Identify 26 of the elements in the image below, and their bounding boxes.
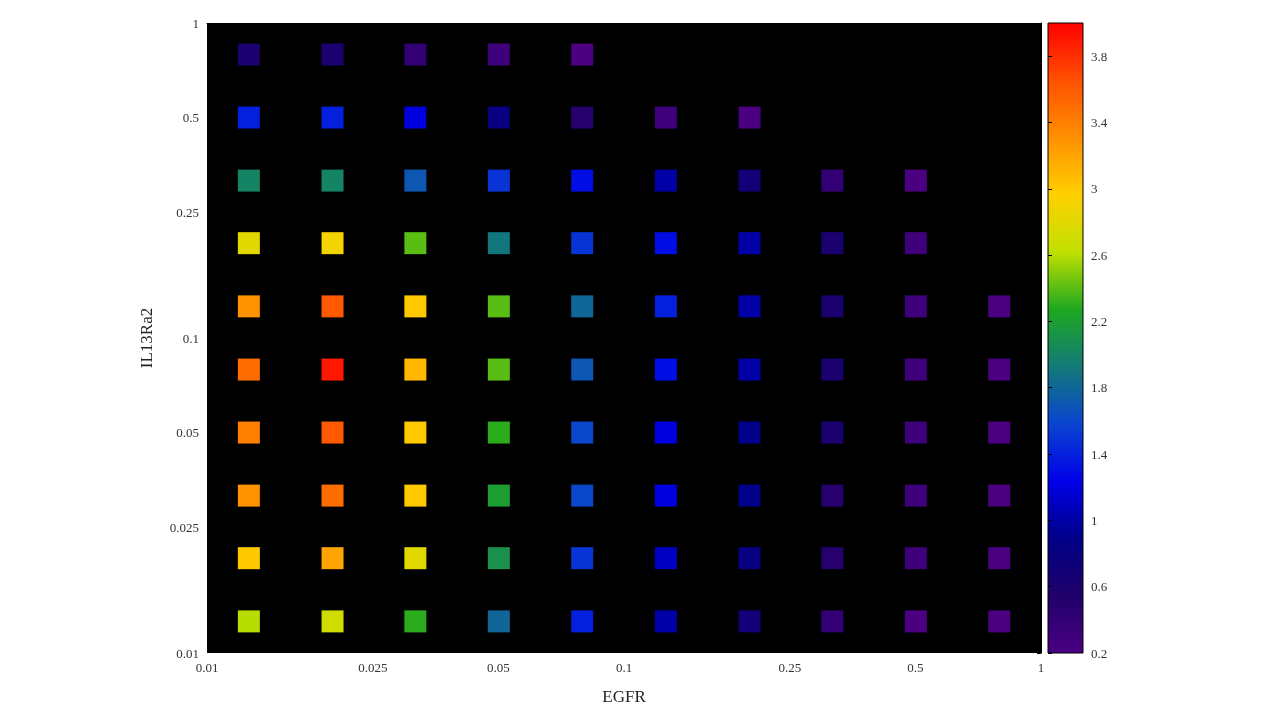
y-tick-label: 0.25 [176, 205, 199, 221]
color-bar-label: 2.2 [1091, 313, 1108, 329]
color-bar-label: 1.8 [1091, 380, 1108, 396]
x-tick-label: 0.5 [907, 660, 924, 675]
x-tick-label: 0.25 [778, 660, 802, 675]
color-bar-label: 1.4 [1091, 446, 1108, 462]
y-tick-label: 0.1 [182, 330, 199, 346]
y-tick-label: 0.5 [182, 110, 199, 126]
y-tick-label: 0.05 [176, 425, 199, 441]
x-tick-label: 1 [1037, 660, 1045, 675]
y-tick-label: 1 [192, 15, 199, 31]
x-tick-label: 0.05 [487, 660, 510, 675]
y-tick-label: 0.01 [176, 645, 199, 661]
x-axis-title: EGFR [602, 687, 647, 706]
y-axis-title: IL13Ra2 [137, 307, 156, 369]
x-tick-label: 0.025 [358, 660, 388, 675]
color-bar-label: 0.6 [1091, 579, 1108, 595]
color-bar-label: 3.4 [1091, 114, 1108, 130]
x-tick-label: 0.01 [195, 660, 219, 675]
x-tick-label: 0.1 [615, 660, 633, 675]
color-bar-label: 1 [1091, 512, 1098, 528]
color-bar-label: 2.6 [1091, 247, 1108, 263]
color-bar-label: 3 [1091, 181, 1098, 197]
color-bar-label: 0.2 [1091, 645, 1108, 661]
color-bar-label: 3.8 [1091, 48, 1108, 64]
y-tick-label: 0.025 [169, 520, 199, 536]
